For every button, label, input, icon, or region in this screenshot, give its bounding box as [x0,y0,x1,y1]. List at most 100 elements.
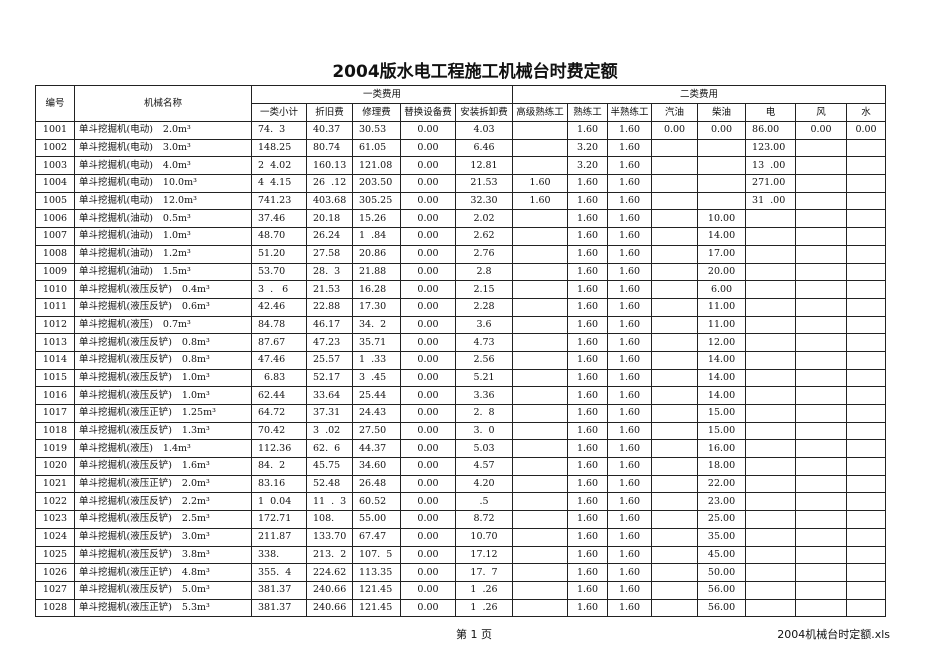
cell-11 [745,262,797,282]
cell-9 [651,262,699,282]
cell-13 [846,580,887,600]
cell-3: 61.05 [352,138,401,158]
page-title: 2004版水电工程施工机械台时费定额 [332,62,618,82]
cell-9 [651,474,699,494]
cell-2: 26 .12 [306,174,353,193]
cell-5: 12.81 [454,156,514,176]
cell-12 [795,280,848,299]
cell-1: 6.83 [251,368,307,388]
cell-4: 0.00 [400,421,456,441]
cell-5: 10.70 [454,527,514,547]
cell-3: 121.45 [352,580,401,600]
machine-name: 单斗挖掘机(液压反铲) 1.0m³ [74,386,252,405]
table-row: 1012 单斗挖掘机(液压) 0.7m³ 84.78 46.17 34. 2 0.00 3.6… [35,315,887,335]
cell-7: 1.60 [567,191,609,211]
cell-2: 108. [306,510,353,529]
machine-name: 单斗挖掘机(油动) 1.5m³ [74,262,252,282]
table-row: 1014 单斗挖掘机(液压反铲) 0.8m³ 47.46 25.57 1 .33 0.00 2… [35,350,887,370]
row-id: 1022 [35,492,75,512]
machine-capacity: 3.0m³ [162,142,191,154]
machine-name: 单斗挖掘机(液压反铲) 1.6m³ [74,457,252,476]
cell-3: 1 .84 [352,227,401,246]
machine-capacity: 12.0m³ [162,195,197,207]
cell-4: 0.00 [400,598,456,618]
row-id: 1008 [35,244,75,264]
cell-11 [745,563,797,582]
header-col: 柴油 [697,103,747,122]
cell-3: 24.43 [352,404,401,423]
cell-2: 46.17 [306,315,353,335]
cell-10: 10.00 [697,209,747,229]
cell-13 [846,492,887,512]
cell-7: 1.60 [567,368,609,388]
cell-2: 62. 6 [306,439,353,459]
header-col: 风 [795,103,848,122]
cell-3: 15.26 [352,209,401,229]
machine-capacity: 1.4m³ [162,442,191,454]
cell-5: 8.72 [454,510,514,529]
machine-name: 单斗挖掘机(液压正铲) 5.3m³ [74,598,252,618]
cell-8: 1.60 [607,156,653,176]
cell-2: 11 . 3 [306,492,353,512]
cell-9 [651,191,699,211]
cell-7: 1.60 [567,421,609,441]
cell-13 [846,262,887,282]
machine-name: 单斗挖掘机(液压正铲) 2.0m³ [74,474,252,494]
cell-1: 64.72 [251,404,307,423]
cell-10: 14.00 [697,386,747,405]
row-id: 1011 [35,297,75,317]
machine-name: 单斗挖掘机(液压反铲) 0.8m³ [74,350,252,370]
table-row: 1022 单斗挖掘机(液压反铲) 2.2m³ 1 0.04 11 . 3 60.52 0.0… [35,492,887,512]
cell-6 [512,227,569,246]
row-id: 1028 [35,598,75,618]
cell-8: 1.60 [607,138,653,158]
cell-13 [846,156,887,176]
row-id: 1021 [35,474,75,494]
cell-2: 52.17 [306,368,353,388]
cell-7: 1.60 [567,527,609,547]
cell-6: 1.60 [512,191,569,211]
cell-6 [512,156,569,176]
cell-6 [512,563,569,582]
row-id: 1012 [35,315,75,335]
machine-type: 单斗挖掘机(电动) [79,177,153,189]
cell-10: 14.00 [697,350,747,370]
cell-13 [846,350,887,370]
machine-name: 单斗挖掘机(液压反铲) 3.8m³ [74,545,252,565]
cell-6 [512,439,569,459]
machine-name: 单斗挖掘机(液压) 0.7m³ [74,315,252,335]
cell-4: 0.00 [400,333,456,352]
cell-2: 240.66 [306,580,353,600]
cell-3: 27.50 [352,421,401,441]
cell-7: 3.20 [567,138,609,158]
cell-9 [651,227,699,246]
row-id: 1024 [35,527,75,547]
cell-2: 27.58 [306,244,353,264]
cell-7: 1.60 [567,262,609,282]
cell-10: 15.00 [697,421,747,441]
cell-10: 23.00 [697,492,747,512]
cell-12 [795,421,848,441]
cell-12 [795,386,848,405]
table-row: 1020 单斗挖掘机(液压反铲) 1.6m³ 84. 2 45.75 34.60 0.00 4… [35,457,887,476]
cell-9 [651,244,699,264]
cell-11 [745,421,797,441]
cell-9 [651,368,699,388]
cell-3: 25.44 [352,386,401,405]
cell-13 [846,333,887,352]
cell-4: 0.00 [400,315,456,335]
cell-10 [697,174,747,193]
page-number: 第 1 页 [456,628,492,641]
machine-name: 单斗挖掘机(液压反铲) 0.4m³ [74,280,252,299]
cell-5: 3.36 [454,386,514,405]
machine-type: 单斗挖掘机(液压反铲) [79,460,172,472]
cell-11 [745,439,797,459]
cell-11 [745,474,797,494]
machine-type: 单斗挖掘机(油动) [79,265,153,277]
machine-capacity: 3.0m³ [181,531,210,543]
cell-2: 37.31 [306,404,353,423]
cell-5: 3. 0 [454,421,514,441]
cell-4: 0.00 [400,474,456,494]
cell-11 [745,227,797,246]
cell-11 [745,580,797,600]
